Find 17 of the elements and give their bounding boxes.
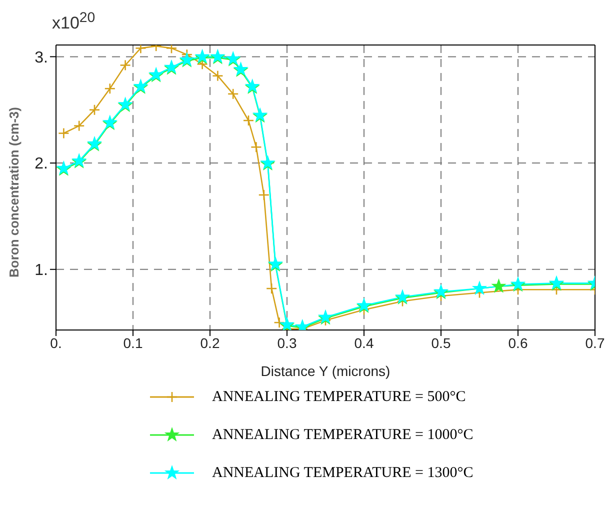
- x-tick-label: 0.: [50, 334, 62, 351]
- text: x10$^{20}$: [52, 10, 96, 34]
- y-tick-label: 2.: [34, 156, 48, 173]
- x-tick-label: 0.7: [585, 334, 605, 351]
- legend-label: ANNEALING TEMPERATURE = 500°C: [212, 388, 466, 406]
- x-axis-title: Distance Y (microns): [260, 363, 390, 379]
- x-tick-label: 0.2: [200, 334, 220, 351]
- y-axis-title: Boron concentration (cm-3): [6, 107, 22, 278]
- legend-label: ANNEALING TEMPERATURE = 1000°C: [212, 426, 474, 444]
- x-tick-label: 0.6: [508, 334, 528, 351]
- x-tick-label: 0.4: [354, 334, 374, 351]
- x-tick-label: 0.1: [123, 334, 143, 351]
- y-tick-label: 3.: [34, 49, 48, 66]
- x-tick-label: 0.5: [431, 334, 451, 351]
- y-tick-label: 1.: [34, 262, 48, 280]
- legend-label: ANNEALING TEMPERATURE = 1300°C: [212, 464, 474, 482]
- x-tick-label: 0.3: [277, 334, 297, 351]
